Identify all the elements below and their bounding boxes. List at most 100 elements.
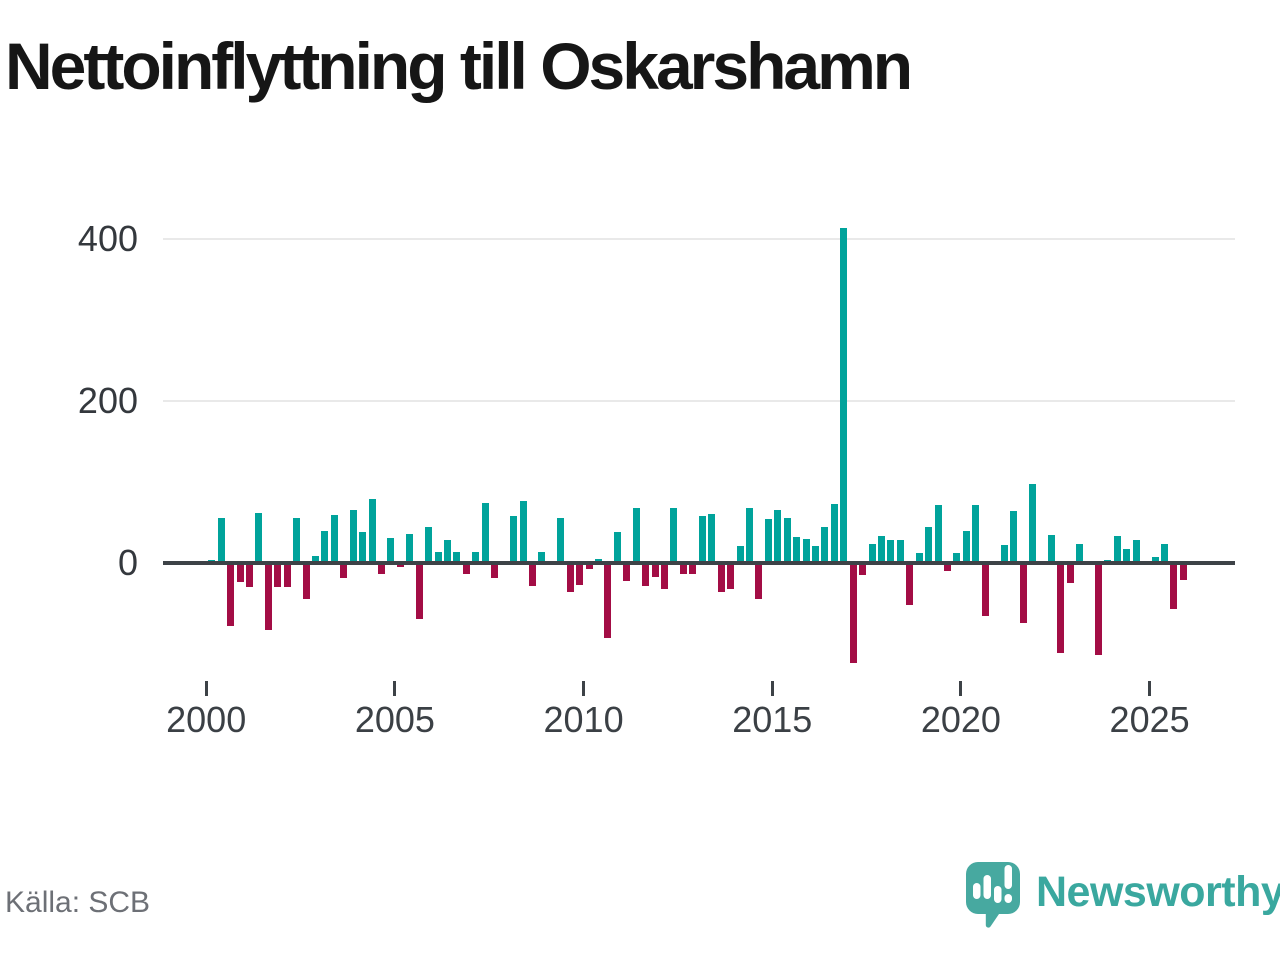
bar-2004-q1[interactable] xyxy=(359,532,367,563)
bar-2000-q3[interactable] xyxy=(227,563,235,627)
bar-2019-q4[interactable] xyxy=(953,553,961,563)
bar-2017-q4[interactable] xyxy=(878,536,885,563)
bar-2007-q3[interactable] xyxy=(491,563,499,578)
bar-2000-q2[interactable] xyxy=(217,518,225,563)
bar-2003-q4[interactable] xyxy=(349,510,357,563)
bar-2018-q4[interactable] xyxy=(915,553,923,563)
bar-2010-q1[interactable] xyxy=(585,563,593,570)
bar-2020-q3[interactable] xyxy=(981,563,989,617)
bar-2006-q3[interactable] xyxy=(453,552,461,563)
bar-2017-q3[interactable] xyxy=(868,544,876,563)
bar-2022-q3[interactable] xyxy=(1057,563,1065,653)
bar-2025-q3[interactable] xyxy=(1170,563,1178,610)
bar-2003-q3[interactable] xyxy=(340,563,348,578)
bar-2012-q1[interactable] xyxy=(661,563,669,589)
bar-2023-q1[interactable] xyxy=(1076,543,1084,563)
bar-2011-q1[interactable] xyxy=(623,563,631,581)
bar-2016-q4[interactable] xyxy=(840,228,848,563)
bar-2007-q1[interactable] xyxy=(472,552,480,563)
bar-2014-q1[interactable] xyxy=(736,545,744,563)
bar-2007-q2[interactable] xyxy=(481,503,489,563)
bar-2011-q3[interactable] xyxy=(642,563,650,586)
bar-2014-q4[interactable] xyxy=(764,519,772,563)
bar-2000-q4[interactable] xyxy=(236,563,244,583)
bar-2014-q3[interactable] xyxy=(755,563,763,599)
bar-2005-q4[interactable] xyxy=(425,527,433,563)
bar-2001-q3[interactable] xyxy=(264,563,272,631)
bar-2008-q1[interactable] xyxy=(510,516,518,563)
bar-2006-q2[interactable] xyxy=(444,539,452,563)
bar-2001-q4[interactable] xyxy=(274,563,282,588)
bar-2008-q3[interactable] xyxy=(528,563,536,586)
bar-2002-q4[interactable] xyxy=(311,555,319,563)
bar-2015-q2[interactable] xyxy=(783,518,791,563)
bar-2016-q1[interactable] xyxy=(811,545,819,563)
bar-2006-q1[interactable] xyxy=(434,552,442,563)
bar-2013-q3[interactable] xyxy=(717,563,725,593)
bar-2004-q3[interactable] xyxy=(378,563,385,575)
bar-2006-q4[interactable] xyxy=(462,563,470,574)
bar-2013-q2[interactable] xyxy=(708,513,716,563)
bar-2021-q1[interactable] xyxy=(1000,545,1008,563)
bar-2019-q3[interactable] xyxy=(944,563,952,572)
bar-2003-q2[interactable] xyxy=(330,515,338,563)
bar-2005-q3[interactable] xyxy=(415,563,423,619)
bar-2022-q4[interactable] xyxy=(1066,563,1074,584)
bar-2012-q2[interactable] xyxy=(670,507,678,563)
bar-2014-q2[interactable] xyxy=(745,507,753,563)
bar-2002-q2[interactable] xyxy=(293,518,301,563)
bar-2002-q3[interactable] xyxy=(302,563,310,600)
bar-2008-q4[interactable] xyxy=(538,552,546,563)
bar-2018-q2[interactable] xyxy=(896,539,904,563)
bar-2021-q3[interactable] xyxy=(1019,563,1027,623)
x-axis-label-2015: 2015 xyxy=(732,699,813,740)
bar-2023-q3[interactable] xyxy=(1094,563,1102,656)
bar-2009-q2[interactable] xyxy=(557,518,565,563)
bar-2020-q1[interactable] xyxy=(962,531,970,563)
bar-2003-q1[interactable] xyxy=(321,530,329,563)
bar-2009-q4[interactable] xyxy=(576,563,584,585)
bar-2010-q3[interactable] xyxy=(604,563,612,638)
bar-2019-q1[interactable] xyxy=(925,527,933,563)
bar-2022-q2[interactable] xyxy=(1047,534,1055,563)
bar-2025-q4[interactable] xyxy=(1179,563,1187,580)
bar-2017-q1[interactable] xyxy=(849,563,857,663)
bar-2004-q4[interactable] xyxy=(387,537,395,563)
bar-2019-q2[interactable] xyxy=(934,504,942,563)
bar-2002-q1[interactable] xyxy=(283,563,291,588)
bar-2021-q4[interactable] xyxy=(1028,484,1036,563)
bar-2012-q3[interactable] xyxy=(679,563,687,575)
bar-2020-q2[interactable] xyxy=(972,505,980,563)
bar-2018-q1[interactable] xyxy=(887,540,895,563)
bar-2018-q3[interactable] xyxy=(906,563,914,606)
bar-2008-q2[interactable] xyxy=(519,501,527,563)
bar-2017-q2[interactable] xyxy=(859,563,867,576)
y-axis-label-200: 200 xyxy=(77,380,138,421)
bar-2001-q2[interactable] xyxy=(255,512,263,563)
bar-2011-q4[interactable] xyxy=(651,563,659,577)
bar-2004-q2[interactable] xyxy=(368,499,376,563)
bar-2013-q4[interactable] xyxy=(727,563,735,589)
bar-2001-q1[interactable] xyxy=(245,563,253,588)
bar-2009-q3[interactable] xyxy=(566,563,574,593)
bar-2024-q1[interactable] xyxy=(1113,536,1121,563)
bar-2025-q1[interactable] xyxy=(1151,557,1159,563)
bar-2010-q4[interactable] xyxy=(613,532,621,563)
bar-2015-q4[interactable] xyxy=(802,538,810,563)
bar-2021-q2[interactable] xyxy=(1010,511,1018,563)
bar-2010-q2[interactable] xyxy=(594,558,602,563)
newsworthy-brand-link[interactable]: Newsworthy xyxy=(962,860,1280,932)
bar-2024-q3[interactable] xyxy=(1132,539,1140,563)
bar-2012-q4[interactable] xyxy=(689,563,697,575)
bar-2024-q2[interactable] xyxy=(1123,549,1131,563)
bar-2005-q2[interactable] xyxy=(406,533,414,563)
bar-2011-q2[interactable] xyxy=(632,507,640,563)
bar-2013-q1[interactable] xyxy=(698,516,706,563)
bar-2015-q1[interactable] xyxy=(774,509,782,563)
bar-2016-q3[interactable] xyxy=(830,503,838,563)
bar-2015-q3[interactable] xyxy=(793,537,801,563)
bar-2016-q2[interactable] xyxy=(821,526,829,563)
bar-2025-q2[interactable] xyxy=(1161,544,1169,563)
bar-2005-q1[interactable] xyxy=(396,563,404,568)
